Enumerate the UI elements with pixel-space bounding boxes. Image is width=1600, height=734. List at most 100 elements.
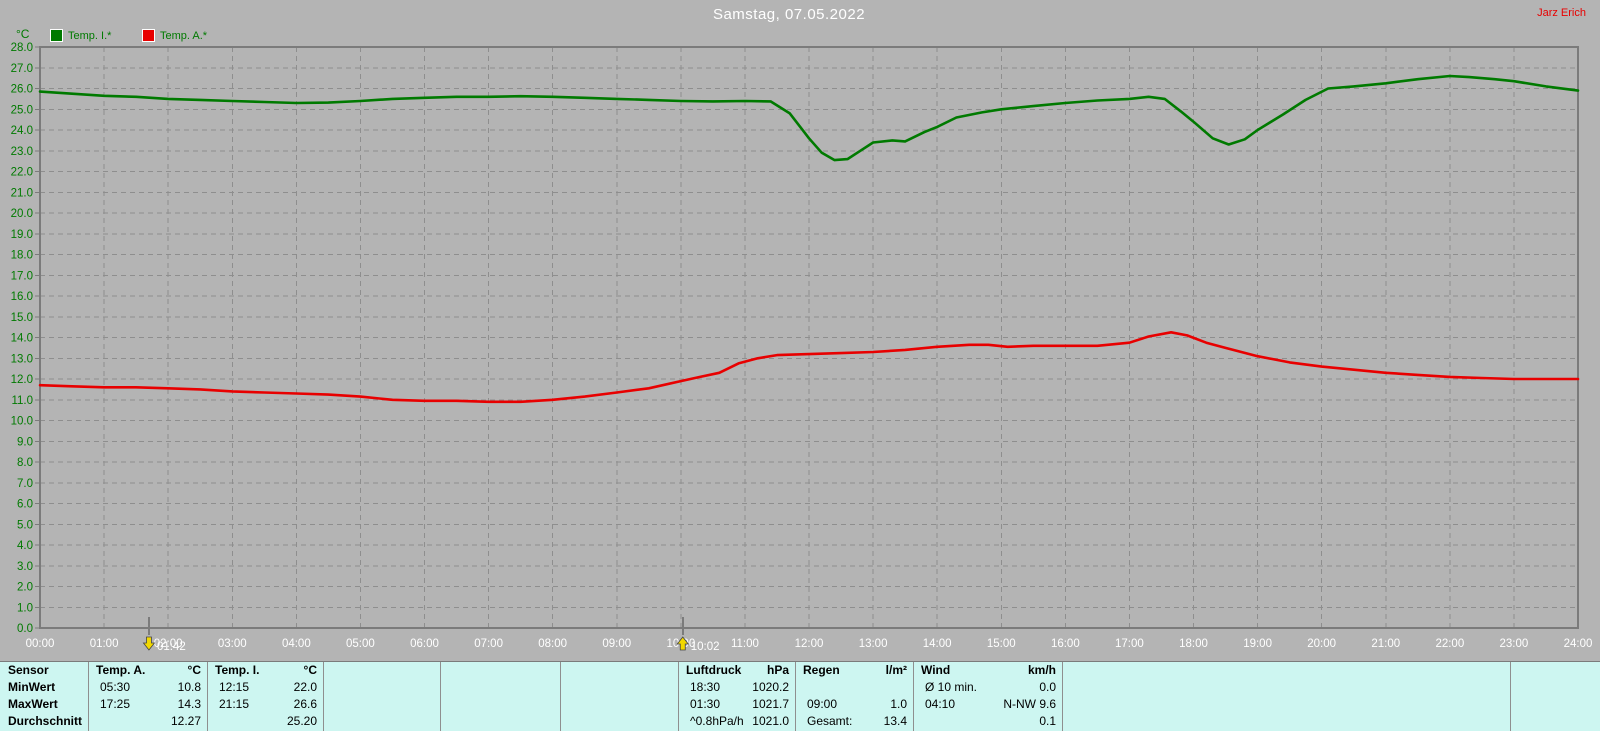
y-tick-label: 28.0 [11, 42, 33, 54]
table-row: 05:30 10.8 [89, 679, 207, 696]
cell-time: 09:00 [807, 697, 838, 711]
x-tick-label: 09:00 [602, 638, 631, 650]
x-tick-label: 07:00 [474, 638, 503, 650]
y-tick-label: 7.0 [17, 478, 33, 490]
cell-value: 26.6 [293, 697, 317, 711]
legend-item-temp-a: Temp. A.* [142, 29, 207, 42]
y-tick-label: 22.0 [11, 167, 33, 179]
table-row: 25.20 [208, 713, 323, 730]
group-unit: hPa [766, 663, 789, 677]
cell-value: 22.0 [293, 680, 317, 694]
table-row [324, 679, 440, 696]
x-tick-label: 11:00 [731, 638, 759, 650]
x-tick-label: 01:00 [90, 638, 119, 650]
table-row [324, 713, 440, 730]
marker-arrow-down-icon [142, 636, 156, 651]
group-header [324, 662, 440, 679]
table-row [1063, 713, 1510, 730]
y-tick-label: 10.0 [11, 416, 33, 428]
temp-a-swatch-icon [142, 29, 155, 42]
cell-time: 04:10 [925, 697, 956, 711]
table-row: 01:30 1021.7 [679, 696, 795, 713]
group-header: Luftdruck hPa [679, 662, 795, 679]
x-tick-label: 13:00 [859, 638, 888, 650]
cell-time: ^0.8hPa/h [690, 714, 744, 728]
x-tick-label: 21:00 [1371, 638, 1400, 650]
cell-time: 12:15 [219, 680, 250, 694]
table-row: 12:15 22.0 [208, 679, 323, 696]
y-tick-label: 20.0 [11, 208, 33, 220]
cell-value: N-NW 9.6 [1003, 697, 1056, 711]
temperature-chart: 28.0 27.0 26.0 25.0 24.0 23.0 22.0 21.0 20.0 19.0… [11, 42, 1593, 653]
group-header: Temp. I. °C [208, 662, 323, 679]
table-group-wind: Wind km/h Ø 10 min. 0.0 04:10 N-NW 9.6 0.1 [913, 662, 1062, 731]
table-row [1063, 679, 1510, 696]
table-row: 12.27 [89, 713, 207, 730]
table-row: 17:25 14.3 [89, 696, 207, 713]
table-group-temp--a-: Temp. A. °C 05:30 10.8 17:25 14.3 12.27 [88, 662, 207, 731]
x-tick-label: 22:00 [1435, 638, 1464, 650]
y-tick-label: 24.0 [11, 125, 33, 137]
legend-label-temp-a: Temp. A.* [160, 29, 208, 42]
group-unit: °C [303, 663, 317, 677]
temp-i-swatch-icon [50, 29, 63, 42]
table-row [1511, 679, 1600, 696]
y-axis-unit-label: °C [16, 27, 30, 41]
statistics-table: Sensor MinWert MaxWert Durchschnitt Temp. A.… [0, 661, 1600, 731]
table-group-empty-8 [1062, 662, 1510, 731]
marker-time-label: 01:42 [157, 641, 186, 653]
y-tick-label: 23.0 [11, 146, 33, 158]
cell-value: 12.27 [170, 714, 201, 728]
x-tick-label: 19:00 [1243, 638, 1272, 650]
y-tick-label: 4.0 [17, 540, 33, 552]
table-row: 04:10 N-NW 9.6 [914, 696, 1062, 713]
group-name: Wind [921, 663, 951, 677]
x-tick-label: 05:00 [346, 638, 375, 650]
table-group-luftdruck: Luftdruck hPa 18:30 1020.2 01:30 1021.7 ^0.8hP… [678, 662, 795, 731]
cell-value: 0.1 [1039, 714, 1056, 728]
y-tick-label: 19.0 [11, 229, 33, 241]
x-tick-label: 18:00 [1179, 638, 1208, 650]
x-tick-label: 20:00 [1307, 638, 1336, 650]
x-tick-label: 15:00 [987, 638, 1016, 650]
group-name: Luftdruck [686, 663, 742, 677]
table-row [1511, 696, 1600, 713]
x-tick-label: 06:00 [410, 638, 439, 650]
y-tick-label: 14.0 [11, 333, 33, 345]
x-tick-label: 16:00 [1051, 638, 1080, 650]
table-row [441, 696, 560, 713]
x-tick-label: 17:00 [1115, 638, 1144, 650]
y-tick-label: 0.0 [17, 623, 33, 635]
cell-value: 1020.2 [752, 680, 789, 694]
page-title: Samstag, 07.05.2022 [712, 6, 866, 23]
y-tick-label: 18.0 [11, 250, 33, 262]
group-name: Temp. A. [96, 663, 146, 677]
y-tick-label: 3.0 [17, 561, 33, 573]
group-unit: l/m² [885, 663, 907, 677]
y-tick-label: 25.0 [11, 104, 33, 116]
series-line-tempi [38, 74, 1580, 162]
author-label: Jarz Erich [1537, 7, 1586, 19]
group-name: Temp. I. [215, 663, 260, 677]
table-row: 18:30 1020.2 [679, 679, 795, 696]
cell-time: 05:30 [100, 680, 131, 694]
cell-time: 01:30 [690, 697, 721, 711]
y-tick-label: 9.0 [17, 436, 33, 448]
marker-arrow-up-icon [676, 636, 690, 651]
group-header: Wind km/h [914, 662, 1062, 679]
y-tick-label: 12.0 [11, 374, 33, 386]
cell-value: 14.3 [177, 697, 201, 711]
legend-label-temp-i: Temp. I.* [68, 29, 112, 42]
table-row: 21:15 26.6 [208, 696, 323, 713]
cell-time: Ø 10 min. [925, 680, 978, 694]
x-tick-label: 08:00 [538, 638, 567, 650]
table-row: ^0.8hPa/h 1021.0 [679, 713, 795, 730]
table-row [441, 713, 560, 730]
y-tick-label: 26.0 [11, 84, 33, 96]
table-group-empty-9 [1510, 662, 1600, 731]
y-tick-label: 5.0 [17, 519, 33, 531]
table-row [796, 679, 913, 696]
series-line-tempa [38, 330, 1580, 404]
table-row-label-column: Sensor MinWert MaxWert Durchschnitt [0, 662, 88, 731]
table-row: 09:00 1.0 [796, 696, 913, 713]
